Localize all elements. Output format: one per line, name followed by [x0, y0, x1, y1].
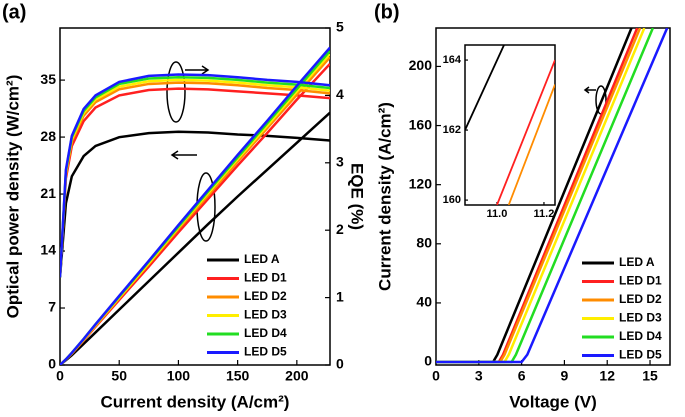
y2-tick-label: 5 [336, 19, 344, 35]
legend-label: LED A [244, 252, 280, 266]
data-line [465, 45, 505, 131]
y-tick-label: 164 [443, 54, 462, 66]
x-tick-label: 15 [642, 368, 658, 384]
legend-label: LED D3 [619, 311, 662, 325]
annotation-arrow [185, 65, 210, 75]
y-tick-label: 162 [443, 124, 461, 136]
x-tick-label: 6 [518, 368, 526, 384]
y2-tick-label: 3 [336, 154, 344, 170]
x-tick-label: 0 [432, 368, 440, 384]
inset-background [465, 45, 555, 205]
annotation-arrow [170, 150, 197, 160]
x-axis-title: Current density (A/cm²) [101, 392, 290, 411]
legend-label: LED D1 [619, 274, 662, 288]
data-line [60, 81, 330, 278]
y-axis-title: Optical power density (W/cm²) [3, 75, 22, 319]
plot-frame [435, 27, 671, 366]
y-tick-label: 160 [409, 116, 433, 132]
y-tick-label: 120 [409, 175, 433, 191]
inset-series [465, 45, 555, 205]
y-tick-label: 0 [424, 353, 432, 369]
y-tick-label: 7 [48, 299, 56, 315]
y-tick-label: 160 [443, 194, 461, 206]
y-tick-label: 21 [40, 185, 56, 201]
legend-label: LED D3 [244, 308, 287, 322]
x-axis-title: Voltage (V) [509, 392, 597, 411]
x-tick-label: 150 [226, 368, 250, 384]
annotation-ellipse [166, 61, 186, 123]
x-tick-label: 12 [599, 368, 615, 384]
annotations [166, 61, 607, 242]
y-tick-label: 200 [409, 57, 433, 73]
y2-tick-label: 1 [336, 288, 344, 304]
legend-label: LED D4 [244, 326, 287, 340]
y-tick-label: 14 [40, 242, 56, 258]
legend-label: LED D1 [244, 271, 287, 285]
y-tick-label: 40 [416, 294, 432, 310]
data-line [60, 46, 330, 365]
series-group [436, 28, 669, 364]
series-group [60, 46, 330, 365]
plot-frame [464, 44, 556, 206]
y-tick-label: 28 [40, 128, 56, 144]
x-tick-label: 100 [167, 368, 191, 384]
plot-frame [59, 27, 331, 366]
x-tick-label: 3 [475, 368, 483, 384]
data-line [436, 28, 669, 364]
y2-tick-label: 2 [336, 221, 344, 237]
panel-label: (b) [374, 1, 400, 23]
data-line [60, 87, 330, 278]
data-line [60, 111, 330, 365]
y-axis-title: Current density (A/cm²) [375, 102, 394, 291]
data-line [496, 59, 555, 205]
y-tick-label: 80 [416, 235, 432, 251]
x-tick-label: 11.2 [534, 208, 555, 220]
data-line [60, 73, 330, 278]
x-tick-label: 0 [56, 368, 64, 384]
legend-label: LED A [619, 255, 655, 269]
y2-tick-label: 4 [336, 86, 344, 102]
x-tick-label: 50 [111, 368, 127, 384]
legend-label: LED D5 [244, 345, 287, 359]
legend-label: LED D4 [619, 329, 662, 343]
y-tick-label: 0 [48, 356, 56, 372]
legend-label: LED D2 [244, 289, 287, 303]
y2-tick-label: 0 [336, 356, 344, 372]
annotation-arrow [583, 86, 596, 94]
legend-label: LED D2 [619, 292, 662, 306]
data-line [507, 84, 555, 205]
data-line [60, 130, 330, 278]
x-tick-label: 200 [285, 368, 309, 384]
legend-label: LED D5 [619, 348, 662, 362]
y-tick-label: 35 [40, 71, 56, 87]
x-tick-label: 11.0 [487, 208, 508, 220]
panel-label: (a) [2, 1, 26, 23]
x-tick-label: 9 [561, 368, 569, 384]
y2-axis-title: EQE (%) [348, 163, 367, 230]
